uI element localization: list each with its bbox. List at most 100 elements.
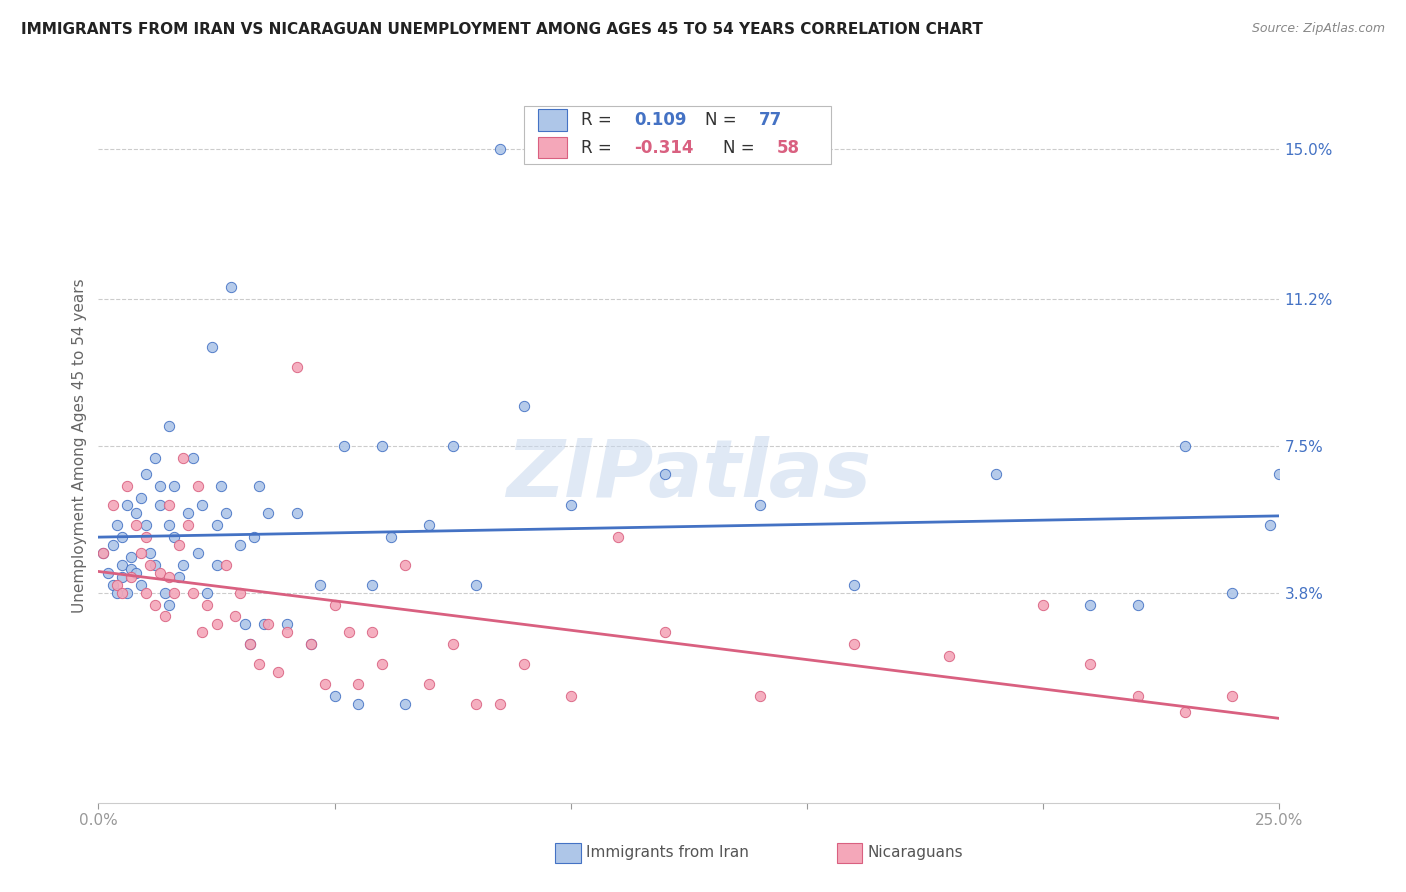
Point bbox=[139, 546, 162, 560]
Point bbox=[1268, 467, 1291, 481]
Point bbox=[153, 609, 176, 624]
Point bbox=[347, 677, 370, 691]
Point bbox=[394, 558, 416, 572]
Point bbox=[323, 598, 346, 612]
Text: 58: 58 bbox=[776, 138, 800, 157]
Bar bbox=[537, 136, 567, 158]
Point bbox=[111, 570, 134, 584]
Point bbox=[1258, 518, 1281, 533]
Point bbox=[299, 637, 322, 651]
Point bbox=[418, 518, 440, 533]
Text: IMMIGRANTS FROM IRAN VS NICARAGUAN UNEMPLOYMENT AMONG AGES 45 TO 54 YEARS CORREL: IMMIGRANTS FROM IRAN VS NICARAGUAN UNEMP… bbox=[21, 22, 983, 37]
Point bbox=[209, 478, 232, 492]
Point bbox=[239, 637, 262, 651]
Point bbox=[101, 538, 124, 552]
Point bbox=[149, 499, 172, 513]
Point bbox=[267, 665, 290, 679]
Point bbox=[323, 689, 346, 703]
Point bbox=[121, 562, 143, 576]
Text: N =: N = bbox=[723, 138, 761, 157]
Text: R =: R = bbox=[582, 112, 617, 129]
Point bbox=[314, 677, 336, 691]
Point bbox=[125, 507, 148, 521]
Point bbox=[229, 538, 252, 552]
Point bbox=[333, 439, 356, 453]
Point bbox=[153, 585, 176, 599]
Point bbox=[157, 499, 180, 513]
Point bbox=[299, 637, 322, 651]
Point bbox=[654, 625, 676, 640]
Point bbox=[105, 518, 128, 533]
Point bbox=[111, 530, 134, 544]
Point bbox=[172, 450, 194, 465]
FancyBboxPatch shape bbox=[523, 105, 831, 164]
Point bbox=[361, 578, 384, 592]
Point bbox=[195, 585, 218, 599]
Text: Immigrants from Iran: Immigrants from Iran bbox=[586, 846, 749, 860]
Point bbox=[371, 439, 394, 453]
Point bbox=[129, 546, 152, 560]
Point bbox=[1220, 585, 1243, 599]
Point bbox=[201, 340, 224, 354]
Point bbox=[215, 507, 238, 521]
Bar bbox=[537, 110, 567, 131]
Point bbox=[115, 585, 138, 599]
Point bbox=[125, 518, 148, 533]
Text: Nicaraguans: Nicaraguans bbox=[868, 846, 963, 860]
Point bbox=[371, 657, 394, 671]
Point bbox=[163, 585, 186, 599]
Point bbox=[181, 585, 204, 599]
Point bbox=[163, 530, 186, 544]
Point bbox=[441, 439, 464, 453]
Point bbox=[285, 507, 308, 521]
Point bbox=[91, 546, 114, 560]
Point bbox=[101, 578, 124, 592]
Point bbox=[195, 598, 218, 612]
Point bbox=[191, 499, 214, 513]
Point bbox=[489, 697, 512, 711]
Point bbox=[167, 538, 190, 552]
Point bbox=[215, 558, 238, 572]
Text: N =: N = bbox=[706, 112, 742, 129]
Point bbox=[337, 625, 360, 640]
Point bbox=[115, 499, 138, 513]
Point bbox=[187, 546, 209, 560]
Point bbox=[121, 549, 143, 564]
Point bbox=[233, 617, 256, 632]
Point bbox=[135, 467, 157, 481]
Point bbox=[91, 546, 114, 560]
Point bbox=[489, 142, 512, 156]
Text: R =: R = bbox=[582, 138, 617, 157]
Y-axis label: Unemployment Among Ages 45 to 54 years: Unemployment Among Ages 45 to 54 years bbox=[72, 278, 87, 614]
Point bbox=[177, 518, 200, 533]
Point bbox=[181, 450, 204, 465]
Point bbox=[143, 450, 166, 465]
Point bbox=[844, 578, 866, 592]
Point bbox=[125, 566, 148, 580]
Point bbox=[247, 478, 270, 492]
Point bbox=[309, 578, 332, 592]
Point bbox=[191, 625, 214, 640]
Point bbox=[607, 530, 630, 544]
Point bbox=[512, 657, 534, 671]
Point bbox=[157, 570, 180, 584]
Point bbox=[129, 491, 152, 505]
Text: ZIPatlas: ZIPatlas bbox=[506, 435, 872, 514]
Point bbox=[135, 585, 157, 599]
Point bbox=[1126, 689, 1149, 703]
Point bbox=[1174, 705, 1197, 719]
Point bbox=[205, 518, 228, 533]
Point bbox=[129, 578, 152, 592]
Point bbox=[347, 697, 370, 711]
Text: -0.314: -0.314 bbox=[634, 138, 695, 157]
Point bbox=[380, 530, 402, 544]
Point bbox=[187, 478, 209, 492]
Point bbox=[229, 585, 252, 599]
Point bbox=[111, 558, 134, 572]
Point bbox=[163, 478, 186, 492]
Point bbox=[177, 507, 200, 521]
Point bbox=[157, 598, 180, 612]
Text: Source: ZipAtlas.com: Source: ZipAtlas.com bbox=[1251, 22, 1385, 36]
Point bbox=[143, 598, 166, 612]
Point bbox=[1220, 689, 1243, 703]
